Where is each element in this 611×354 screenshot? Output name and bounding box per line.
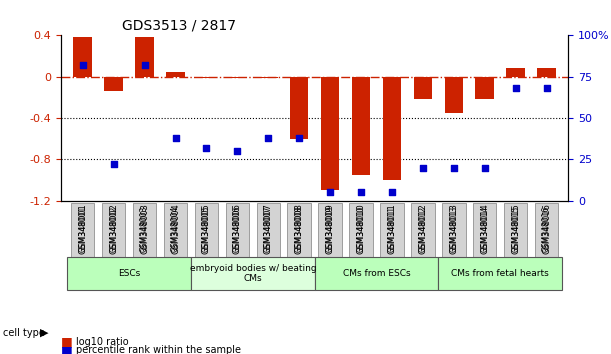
- Bar: [382, 77, 401, 180]
- Text: GSM348003: GSM348003: [140, 204, 149, 254]
- Point: [387, 189, 397, 195]
- FancyBboxPatch shape: [225, 204, 249, 257]
- FancyBboxPatch shape: [67, 257, 191, 290]
- Point: [480, 165, 489, 170]
- Point: [511, 85, 521, 91]
- Text: GSM348016: GSM348016: [542, 206, 551, 252]
- FancyBboxPatch shape: [102, 204, 125, 257]
- Point: [542, 85, 552, 91]
- FancyBboxPatch shape: [257, 204, 280, 257]
- Text: GSM348001: GSM348001: [78, 204, 87, 254]
- Text: GSM348006: GSM348006: [233, 206, 242, 252]
- Bar: [104, 77, 123, 91]
- Text: GSM348002: GSM348002: [109, 206, 118, 252]
- FancyBboxPatch shape: [473, 204, 497, 257]
- Text: GSM348015: GSM348015: [511, 206, 520, 252]
- Point: [78, 62, 87, 68]
- Point: [295, 135, 304, 141]
- Text: GSM348013: GSM348013: [449, 206, 458, 252]
- Text: ▶: ▶: [40, 328, 48, 338]
- FancyBboxPatch shape: [535, 204, 558, 257]
- Text: percentile rank within the sample: percentile rank within the sample: [76, 346, 241, 354]
- FancyBboxPatch shape: [195, 204, 218, 257]
- Text: ■: ■: [61, 344, 73, 354]
- Text: GSM348010: GSM348010: [357, 206, 365, 252]
- Point: [356, 189, 366, 195]
- Text: ■: ■: [61, 335, 73, 348]
- FancyBboxPatch shape: [349, 204, 373, 257]
- Bar: [414, 77, 432, 99]
- FancyBboxPatch shape: [287, 204, 311, 257]
- Point: [418, 165, 428, 170]
- Text: embryoid bodies w/ beating
CMs: embryoid bodies w/ beating CMs: [189, 264, 316, 284]
- FancyBboxPatch shape: [191, 257, 315, 290]
- Text: GDS3513 / 2817: GDS3513 / 2817: [122, 19, 236, 33]
- Text: CMs from fetal hearts: CMs from fetal hearts: [452, 269, 549, 278]
- Bar: [135, 38, 154, 77]
- Point: [202, 145, 211, 150]
- Bar: [290, 77, 309, 139]
- Text: GSM348014: GSM348014: [480, 206, 489, 252]
- Text: CMs from ESCs: CMs from ESCs: [343, 269, 411, 278]
- Text: GSM348002: GSM348002: [109, 204, 118, 254]
- Bar: [507, 68, 525, 77]
- Text: GSM348014: GSM348014: [480, 204, 489, 254]
- Text: GSM348012: GSM348012: [419, 204, 427, 254]
- Text: cell type: cell type: [3, 328, 45, 338]
- Point: [263, 135, 273, 141]
- Text: GSM348007: GSM348007: [264, 204, 273, 254]
- Bar: [475, 77, 494, 99]
- Text: GSM348009: GSM348009: [326, 204, 335, 254]
- Text: GSM348013: GSM348013: [449, 204, 458, 254]
- Text: log10 ratio: log10 ratio: [76, 337, 129, 347]
- Text: GSM348016: GSM348016: [542, 204, 551, 254]
- Text: GSM348006: GSM348006: [233, 204, 242, 254]
- Text: GSM348010: GSM348010: [357, 204, 365, 254]
- Bar: [445, 77, 463, 113]
- Point: [449, 165, 459, 170]
- Text: GSM348015: GSM348015: [511, 204, 520, 254]
- Bar: [228, 77, 247, 78]
- Text: GSM348004: GSM348004: [171, 206, 180, 252]
- Bar: [166, 72, 185, 77]
- Point: [325, 189, 335, 195]
- Point: [170, 135, 180, 141]
- Text: GSM348004: GSM348004: [171, 204, 180, 254]
- FancyBboxPatch shape: [315, 257, 438, 290]
- Text: GSM348001: GSM348001: [78, 206, 87, 252]
- Text: GSM348005: GSM348005: [202, 206, 211, 252]
- Bar: [352, 77, 370, 175]
- Text: GSM348012: GSM348012: [419, 206, 427, 252]
- Point: [140, 62, 150, 68]
- Bar: [259, 77, 277, 78]
- FancyBboxPatch shape: [164, 204, 187, 257]
- Bar: [537, 68, 556, 77]
- Text: GSM348007: GSM348007: [264, 206, 273, 252]
- Text: GSM348011: GSM348011: [387, 204, 397, 254]
- FancyBboxPatch shape: [380, 204, 404, 257]
- Point: [232, 148, 242, 154]
- Point: [109, 161, 119, 167]
- Bar: [73, 38, 92, 77]
- FancyBboxPatch shape: [318, 204, 342, 257]
- FancyBboxPatch shape: [133, 204, 156, 257]
- Text: GSM348008: GSM348008: [295, 204, 304, 254]
- FancyBboxPatch shape: [504, 204, 527, 257]
- FancyBboxPatch shape: [438, 257, 562, 290]
- FancyBboxPatch shape: [442, 204, 466, 257]
- Text: GSM348008: GSM348008: [295, 206, 304, 252]
- Text: GSM348011: GSM348011: [387, 206, 397, 252]
- Text: ESCs: ESCs: [118, 269, 141, 278]
- Bar: [197, 77, 216, 78]
- Text: GSM348009: GSM348009: [326, 206, 335, 252]
- FancyBboxPatch shape: [71, 204, 95, 257]
- Text: GSM348003: GSM348003: [140, 206, 149, 252]
- Bar: [321, 77, 339, 190]
- FancyBboxPatch shape: [411, 204, 434, 257]
- Text: GSM348005: GSM348005: [202, 204, 211, 254]
